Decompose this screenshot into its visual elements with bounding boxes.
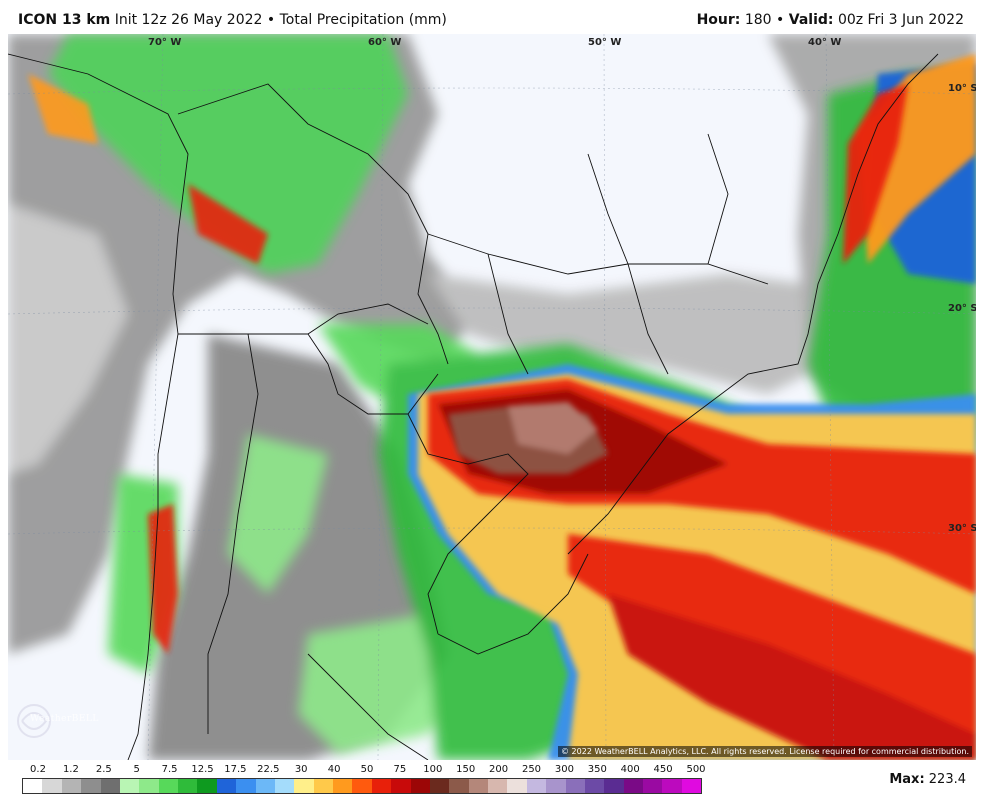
extreme-precip-brown xyxy=(448,402,608,474)
legend-label: 0.2 xyxy=(30,764,46,775)
legend-swatch xyxy=(371,779,392,793)
legend-swatch xyxy=(546,779,566,793)
legend-swatch xyxy=(643,779,663,793)
legend-swatch xyxy=(274,779,295,793)
legend-swatch xyxy=(584,779,605,793)
legend-swatch xyxy=(81,779,101,793)
legend-swatch xyxy=(255,779,275,793)
legend-label: 75 xyxy=(393,764,407,775)
legend-label: 500 xyxy=(686,764,706,775)
legend-label: 200 xyxy=(489,764,509,775)
legend-label: 17.5 xyxy=(224,764,247,775)
legend-swatch xyxy=(410,779,430,793)
legend-label: 450 xyxy=(653,764,673,775)
legend-swatch xyxy=(604,779,624,793)
header-valid: Hour: 180 • Valid: 00z Fri 3 Jun 2022 xyxy=(697,12,964,28)
lat-label-30s: 30° S xyxy=(948,523,976,534)
legend-label: 150 xyxy=(456,764,476,775)
legend-label: 300 xyxy=(554,764,574,775)
legend-color-bar xyxy=(22,778,702,794)
logo-swirl-icon xyxy=(17,704,51,738)
political-boundaries xyxy=(8,53,939,760)
legend-label: 50 xyxy=(360,764,374,775)
legend-label: 30 xyxy=(294,764,308,775)
legend-swatch xyxy=(61,779,82,793)
legend-swatch xyxy=(623,779,643,793)
legend-swatch xyxy=(42,779,62,793)
legend-swatch xyxy=(507,779,527,793)
model-name: ICON 13 km xyxy=(18,12,111,28)
legend-swatch xyxy=(216,779,237,793)
legend-label: 7.5 xyxy=(161,764,178,775)
header: ICON 13 km Init 12z 26 May 2022 • Total … xyxy=(0,0,984,34)
lon-label-60w: 60° W xyxy=(368,37,402,48)
valid-value: 00z Fri 3 Jun 2022 xyxy=(837,12,964,28)
legend-label: 5 xyxy=(133,764,140,775)
copyright-notice: © 2022 WeatherBELL Analytics, LLC. All r… xyxy=(558,746,972,757)
legend-label: 250 xyxy=(521,764,542,775)
lon-label-70w: 70° W xyxy=(148,37,182,48)
legend-swatch xyxy=(23,779,43,793)
legend-swatch xyxy=(197,779,217,793)
lon-label-40w: 40° W xyxy=(808,37,842,48)
valid-label: Valid: xyxy=(788,12,834,28)
lat-label-20s: 20° S xyxy=(948,303,976,314)
legend-swatch xyxy=(681,779,702,793)
legend-swatch xyxy=(178,779,198,793)
legend-swatch xyxy=(526,779,547,793)
legend-swatch xyxy=(391,779,411,793)
legend-label: 400 xyxy=(620,764,640,775)
legend-swatch xyxy=(352,779,372,793)
lat-label-10s: 10° S xyxy=(948,83,976,94)
graticule xyxy=(8,34,976,760)
legend-label: 2.5 xyxy=(95,764,112,775)
legend-swatch xyxy=(662,779,682,793)
legend-swatch xyxy=(236,779,256,793)
legend-swatch xyxy=(449,779,469,793)
legend-label: 22.5 xyxy=(257,764,280,775)
legend-label: 100 xyxy=(423,764,443,775)
legend-swatch xyxy=(119,779,140,793)
legend-swatch xyxy=(139,779,159,793)
legend-swatch xyxy=(468,779,488,793)
init-time: Init 12z 26 May 2022 xyxy=(114,12,263,28)
legend-swatch xyxy=(313,779,333,793)
hour-value: 180 xyxy=(744,12,772,28)
legend-label: 350 xyxy=(587,764,607,775)
legend-swatch xyxy=(565,779,585,793)
max-value: Max: 223.4 xyxy=(889,772,966,787)
legend-labels: 0.2 1.2 2.5 5 7.5 12.5 17.5 22.5 30 40 50 75 100 150 2… xyxy=(22,764,722,778)
legend-swatch xyxy=(158,779,178,793)
weatherbell-logo: WeatherBELL xyxy=(14,700,106,742)
andes-precip xyxy=(28,74,268,654)
precipitation-map[interactable]: 70° W 60° W 50° W 40° W 10° S 20° S 30° … xyxy=(8,34,976,760)
legend-swatch xyxy=(333,779,353,793)
max-label: Max: xyxy=(889,772,925,787)
map-canvas xyxy=(8,34,976,760)
header-title: ICON 13 km Init 12z 26 May 2022 • Total … xyxy=(18,12,447,28)
bullet-2: • xyxy=(776,12,785,28)
bullet: • xyxy=(266,12,276,28)
legend-label: 1.2 xyxy=(62,764,79,775)
legend-label: 12.5 xyxy=(191,764,214,775)
legend-swatch xyxy=(100,779,120,793)
legend-swatch xyxy=(294,779,314,793)
color-legend: 0.2 1.2 2.5 5 7.5 12.5 17.5 22.5 30 40 50 75 100 150 2… xyxy=(22,762,722,802)
hour-label: Hour: xyxy=(696,12,741,28)
lon-label-50w: 50° W xyxy=(588,37,622,48)
logo-text: WeatherBELL xyxy=(30,714,99,724)
legend-swatch xyxy=(429,779,450,793)
field-name: Total Precipitation (mm) xyxy=(279,12,447,28)
legend-label: 40 xyxy=(327,764,341,775)
legend-swatch xyxy=(488,779,508,793)
max-number: 223.4 xyxy=(928,772,966,787)
